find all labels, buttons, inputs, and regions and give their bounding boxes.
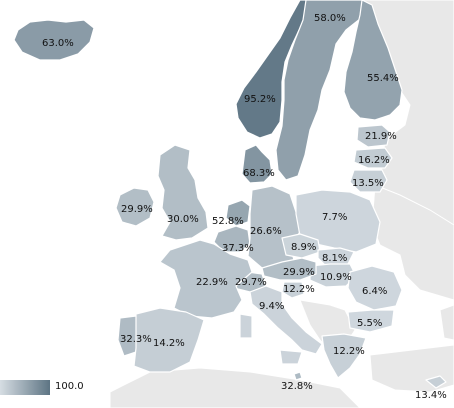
label-finland: 55.4% [367, 73, 399, 84]
region-greece [321, 333, 367, 379]
region-austria [261, 257, 317, 281]
label-czechia: 8.9% [291, 242, 317, 253]
caucasus-land [439, 304, 454, 341]
label-spain: 14.2% [153, 338, 185, 349]
label-italy: 9.4% [259, 301, 285, 312]
region-romania [347, 265, 403, 311]
region-poland [295, 189, 381, 253]
label-iceland: 63.0% [42, 38, 74, 49]
label-lithuania: 13.5% [352, 178, 384, 189]
label-norway: 95.2% [244, 94, 276, 105]
region-latvia [353, 147, 393, 169]
region-iceland [13, 19, 95, 61]
region-belgium [213, 225, 251, 253]
label-france: 22.9% [196, 277, 228, 288]
region-denmark [241, 144, 273, 184]
region-bulgaria [347, 309, 395, 333]
label-latvia: 16.2% [358, 155, 390, 166]
region-ireland [115, 187, 155, 227]
label-belgium: 37.3% [222, 243, 254, 254]
region-estonia [356, 124, 391, 148]
legend-max-label: 100.0 [55, 381, 84, 392]
region-cyprus [425, 375, 447, 389]
label-slovakia: 8.1% [322, 253, 348, 264]
region-spain [133, 307, 205, 373]
label-poland: 7.7% [322, 212, 348, 223]
north-africa-land [109, 367, 361, 408]
label-slovenia: 12.2% [283, 284, 315, 295]
label-portugal: 32.3% [120, 334, 152, 345]
label-hungary: 10.9% [320, 272, 352, 283]
region-netherlands [225, 199, 251, 227]
label-germany: 26.6% [250, 226, 282, 237]
region-lithuania [349, 169, 388, 193]
region-finland [343, 0, 403, 121]
label-ireland: 29.9% [121, 204, 153, 215]
label-greece: 12.2% [333, 346, 365, 357]
label-malta: 32.8% [281, 381, 313, 392]
region-italy [239, 285, 323, 365]
region-sweden [275, 0, 366, 181]
label-sweden: 58.0% [314, 13, 346, 24]
label-estonia: 21.9% [365, 131, 397, 142]
label-bulgaria: 5.5% [357, 318, 383, 329]
region-malta [293, 371, 303, 381]
label-austria: 29.9% [283, 267, 315, 278]
label-romania: 6.4% [362, 286, 388, 297]
label-united-kingdom: 30.0% [167, 214, 199, 225]
label-cyprus: 13.4% [415, 390, 447, 401]
label-netherlands: 52.8% [212, 216, 244, 227]
label-denmark: 68.3% [243, 168, 275, 179]
label-switzerland: 29.7% [235, 277, 267, 288]
region-united-kingdom [157, 144, 209, 241]
region-france [159, 239, 253, 319]
region-slovenia [281, 281, 305, 299]
legend-color-scale [0, 380, 50, 395]
